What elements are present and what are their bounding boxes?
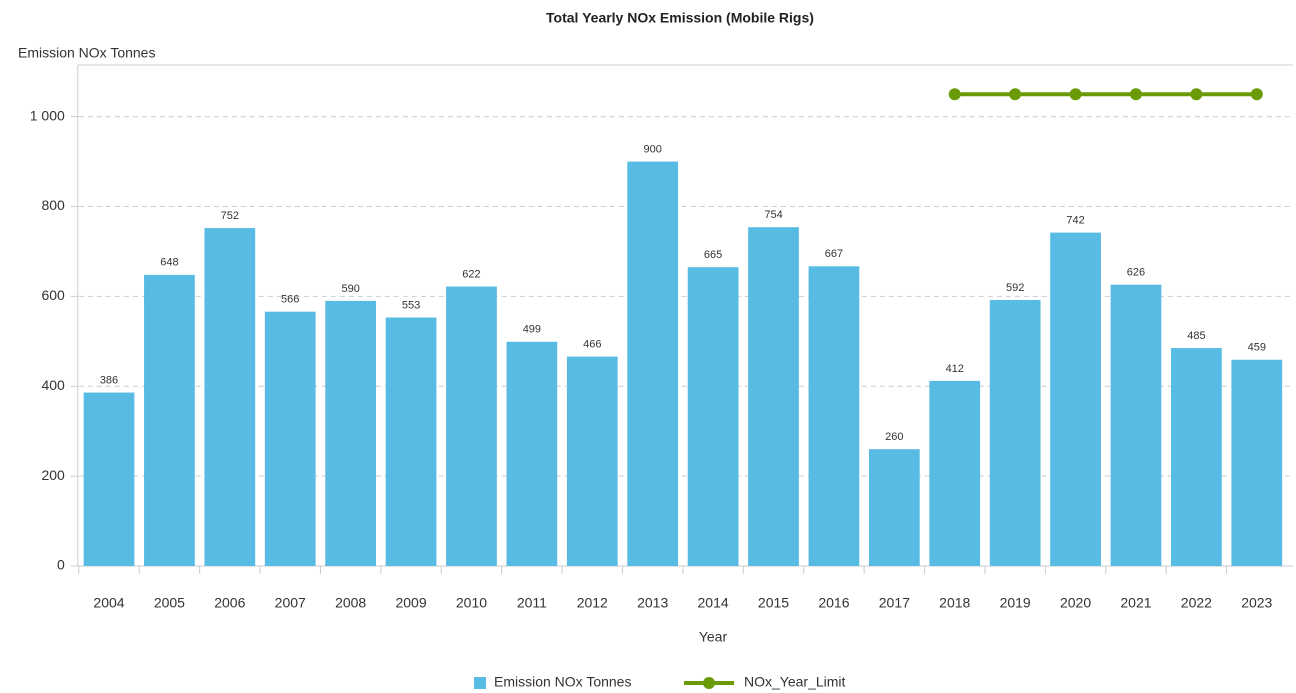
data-label: 566	[281, 294, 299, 306]
x-tick-label: 2015	[758, 595, 789, 611]
x-tick-label: 2005	[154, 595, 185, 611]
data-label: 622	[462, 268, 480, 280]
data-label: 386	[100, 374, 118, 386]
bar	[83, 392, 135, 566]
legend-swatch	[703, 677, 715, 689]
x-tick-label: 2009	[395, 595, 426, 611]
x-tick-label: 2007	[275, 595, 306, 611]
bar	[1231, 359, 1283, 566]
y-tick-label: 600	[41, 287, 65, 303]
x-tick-label: 2013	[637, 595, 668, 611]
data-label: 485	[1187, 330, 1205, 342]
bar	[627, 161, 679, 566]
x-tick-label: 2010	[456, 595, 487, 611]
chart-title: Total Yearly NOx Emission (Mobile Rigs)	[546, 10, 814, 26]
limit-point	[1250, 88, 1263, 101]
x-tick-label: 2017	[879, 595, 910, 611]
y-tick-label: 1 000	[30, 107, 65, 123]
y-tick-label: 800	[41, 197, 65, 213]
data-label: 648	[160, 257, 178, 269]
x-tick-label: 2022	[1181, 595, 1212, 611]
bar	[1110, 284, 1162, 566]
data-label: 742	[1066, 215, 1084, 227]
x-tick-label: 2021	[1120, 595, 1151, 611]
legend-label: NOx_Year_Limit	[744, 674, 846, 690]
x-tick-label: 2014	[698, 595, 729, 611]
data-label: 667	[825, 248, 843, 260]
limit-point	[1009, 88, 1022, 101]
data-label: 752	[221, 210, 239, 222]
bar	[748, 227, 799, 567]
bar	[566, 356, 618, 566]
x-tick-label: 2008	[335, 595, 366, 611]
data-label: 590	[341, 283, 359, 295]
limit-point	[948, 88, 961, 101]
data-label: 626	[1127, 267, 1145, 279]
bar	[868, 449, 920, 566]
y-tick-label: 400	[41, 377, 65, 393]
bar	[446, 286, 497, 566]
data-label: 412	[946, 363, 964, 375]
bar	[506, 341, 558, 566]
data-label: 592	[1006, 282, 1024, 294]
bar	[929, 380, 981, 566]
data-label: 260	[885, 431, 903, 443]
bar	[989, 299, 1041, 566]
bar	[144, 274, 195, 566]
bar	[687, 267, 739, 566]
data-label: 665	[704, 249, 722, 261]
data-label: 754	[764, 209, 782, 221]
legend-swatch	[474, 677, 486, 689]
y-tick-label: 0	[57, 557, 65, 573]
x-tick-label: 2012	[577, 595, 608, 611]
legend-label: Emission NOx Tonnes	[494, 674, 631, 690]
x-tick-label: 2019	[1000, 595, 1031, 611]
bar	[204, 228, 256, 566]
data-label: 900	[644, 144, 662, 156]
bar	[385, 317, 437, 566]
limit-point	[1129, 88, 1142, 101]
y-tick-label: 200	[41, 467, 65, 483]
limit-point	[1069, 88, 1082, 101]
data-label: 466	[583, 339, 601, 351]
bar	[808, 266, 860, 566]
bar	[1050, 232, 1101, 566]
y-axis-title: Emission NOx Tonnes	[18, 45, 155, 61]
data-label: 459	[1248, 342, 1266, 354]
x-tick-label: 2020	[1060, 595, 1091, 611]
x-tick-label: 2011	[517, 595, 547, 611]
x-tick-label: 2016	[818, 595, 849, 611]
x-tick-label: 2006	[214, 595, 245, 611]
x-axis-title: Year	[699, 629, 728, 645]
bar	[1171, 348, 1222, 566]
data-label: 553	[402, 299, 420, 311]
limit-point	[1190, 88, 1203, 101]
bar	[264, 311, 316, 566]
data-label: 499	[523, 324, 541, 336]
x-tick-label: 2018	[939, 595, 970, 611]
x-tick-label: 2004	[93, 595, 124, 611]
x-tick-label: 2023	[1241, 595, 1272, 611]
bar	[325, 300, 377, 566]
